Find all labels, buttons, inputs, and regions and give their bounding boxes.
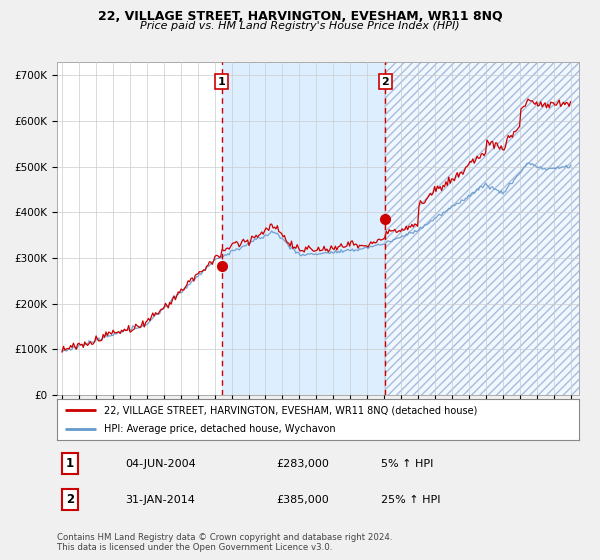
Text: 1: 1	[218, 77, 226, 87]
Text: 5% ↑ HPI: 5% ↑ HPI	[380, 459, 433, 469]
Text: 04-JUN-2004: 04-JUN-2004	[125, 459, 196, 469]
Text: Contains HM Land Registry data © Crown copyright and database right 2024.: Contains HM Land Registry data © Crown c…	[57, 533, 392, 542]
Bar	[385, 62, 579, 395]
Text: 2: 2	[382, 77, 389, 87]
Bar	[385, 62, 579, 395]
Text: HPI: Average price, detached house, Wychavon: HPI: Average price, detached house, Wych…	[104, 424, 335, 433]
Text: £283,000: £283,000	[276, 459, 329, 469]
Text: 1: 1	[66, 457, 74, 470]
Bar	[222, 62, 385, 395]
Text: 25% ↑ HPI: 25% ↑ HPI	[380, 495, 440, 505]
Text: This data is licensed under the Open Government Licence v3.0.: This data is licensed under the Open Gov…	[57, 543, 332, 552]
Text: 2: 2	[66, 493, 74, 506]
Text: 22, VILLAGE STREET, HARVINGTON, EVESHAM, WR11 8NQ: 22, VILLAGE STREET, HARVINGTON, EVESHAM,…	[98, 10, 502, 23]
Text: 31-JAN-2014: 31-JAN-2014	[125, 495, 195, 505]
Text: Price paid vs. HM Land Registry's House Price Index (HPI): Price paid vs. HM Land Registry's House …	[140, 21, 460, 31]
Text: 22, VILLAGE STREET, HARVINGTON, EVESHAM, WR11 8NQ (detached house): 22, VILLAGE STREET, HARVINGTON, EVESHAM,…	[104, 405, 478, 415]
Text: £385,000: £385,000	[276, 495, 329, 505]
